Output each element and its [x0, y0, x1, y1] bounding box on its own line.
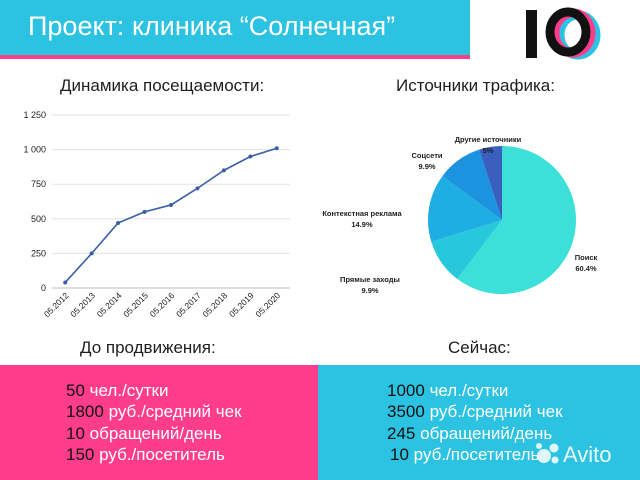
avito-dot-tiny	[536, 443, 542, 449]
metric-unit: руб./посетитель	[99, 445, 225, 464]
x-tick-label: 05.2013	[68, 290, 97, 319]
x-tick-label: 05.2017	[174, 290, 203, 319]
before-metric: 50 чел./сутки	[66, 381, 169, 401]
logo-one-bar	[526, 10, 537, 58]
metric-unit: обращений/день	[420, 424, 553, 443]
data-point	[89, 251, 94, 256]
avito-dot-medium	[549, 443, 559, 453]
logo-black-ring	[545, 7, 591, 57]
avito-watermark: Avito	[536, 442, 612, 467]
avito-dot-large	[537, 449, 551, 463]
y-tick-label: 500	[31, 214, 46, 224]
slice-percent-label: 14.9%	[351, 220, 373, 229]
x-tick-label: 05.2018	[200, 290, 229, 319]
x-tick-label: 05.2020	[253, 290, 282, 319]
before-metric: 150 руб./посетитель	[66, 445, 225, 465]
metric-value: 1000	[387, 381, 425, 400]
metric-unit: чел./сутки	[429, 381, 509, 400]
metric-unit: чел./сутки	[89, 381, 169, 400]
now-metric: 245 обращений/день	[387, 424, 552, 444]
x-tick-label: 05.2015	[121, 290, 150, 319]
slice-percent-label: 60.4%	[575, 264, 597, 273]
y-tick-label: 250	[31, 248, 46, 258]
y-tick-label: 1 000	[23, 145, 46, 155]
metric-unit: руб./посетитель	[413, 445, 540, 464]
now-metric: 3500 руб./средний чек	[387, 402, 563, 422]
before-title: До продвижения:	[80, 338, 216, 357]
traffic-pie-chart: Поиск 60.4% Прямые заходы 9.9% Контекстная р…	[322, 135, 598, 295]
visits-series-line	[64, 147, 278, 284]
data-point	[116, 220, 121, 225]
pie-slice	[428, 176, 502, 242]
y-tick-label: 750	[31, 179, 46, 189]
avito-dot-small	[551, 456, 559, 464]
metric-value: 10	[66, 424, 85, 443]
pie-slice	[442, 149, 502, 220]
data-point	[169, 202, 173, 207]
slice-percent-label: 9.9%	[418, 162, 435, 171]
data-point	[63, 280, 68, 285]
data-point	[142, 209, 147, 214]
title-banner: Проект: клиника “Солнечная”	[0, 0, 470, 55]
now-title: Сейчас:	[448, 338, 511, 357]
slice-label: Контекстная реклама	[322, 209, 402, 218]
y-tick-label: 1 250	[23, 110, 46, 120]
slice-label: Другие источники	[455, 135, 522, 144]
slice-label: Поиск	[575, 253, 598, 262]
slice-percent-label: 5%	[483, 146, 494, 155]
brand-logo	[526, 7, 601, 60]
data-point	[195, 186, 200, 191]
page-title: Проект: клиника “Солнечная”	[28, 11, 396, 41]
slice-label: Прямые заходы	[340, 275, 400, 284]
metric-value: 10	[390, 445, 409, 464]
x-tick-label: 05.2014	[95, 290, 124, 319]
before-panel	[0, 365, 318, 480]
before-metric: 10 обращений/день	[66, 424, 222, 444]
before-metric: 1800 руб./средний чек	[66, 402, 242, 422]
metric-unit: руб./средний чек	[108, 402, 242, 421]
x-tick-label: 05.2019	[227, 290, 256, 319]
data-point	[221, 168, 226, 173]
pie-chart-title: Источники трафика:	[396, 76, 555, 95]
now-panel	[318, 365, 640, 480]
x-tick-label: 05.2012	[42, 290, 71, 319]
x-tick-label: 05.2016	[148, 290, 177, 319]
pie-slice	[431, 220, 502, 279]
metric-unit: руб./средний чек	[429, 402, 563, 421]
metric-value: 3500	[387, 402, 425, 421]
now-metric: 1000 чел./сутки	[387, 381, 508, 401]
pie-slice	[479, 146, 502, 220]
slice-label: Соцсети	[411, 151, 442, 160]
metric-value: 245	[387, 424, 416, 443]
metric-unit: обращений/день	[89, 424, 222, 443]
title-underline	[0, 55, 470, 59]
slice-percent-label: 9.9%	[361, 286, 378, 295]
header: Проект: клиника “Солнечная”	[0, 0, 640, 62]
metric-value: 50	[66, 381, 85, 400]
metric-value: 1800	[66, 402, 104, 421]
y-tick-label: 0	[41, 283, 46, 293]
pie-slice	[457, 146, 576, 294]
data-point	[274, 146, 279, 151]
metric-value: 150	[66, 445, 95, 464]
avito-wordmark: Avito	[563, 442, 612, 467]
data-point	[248, 154, 253, 159]
now-metric: 10 руб./посетитель	[390, 445, 539, 465]
line-chart-title: Динамика посещаемости:	[60, 76, 265, 95]
